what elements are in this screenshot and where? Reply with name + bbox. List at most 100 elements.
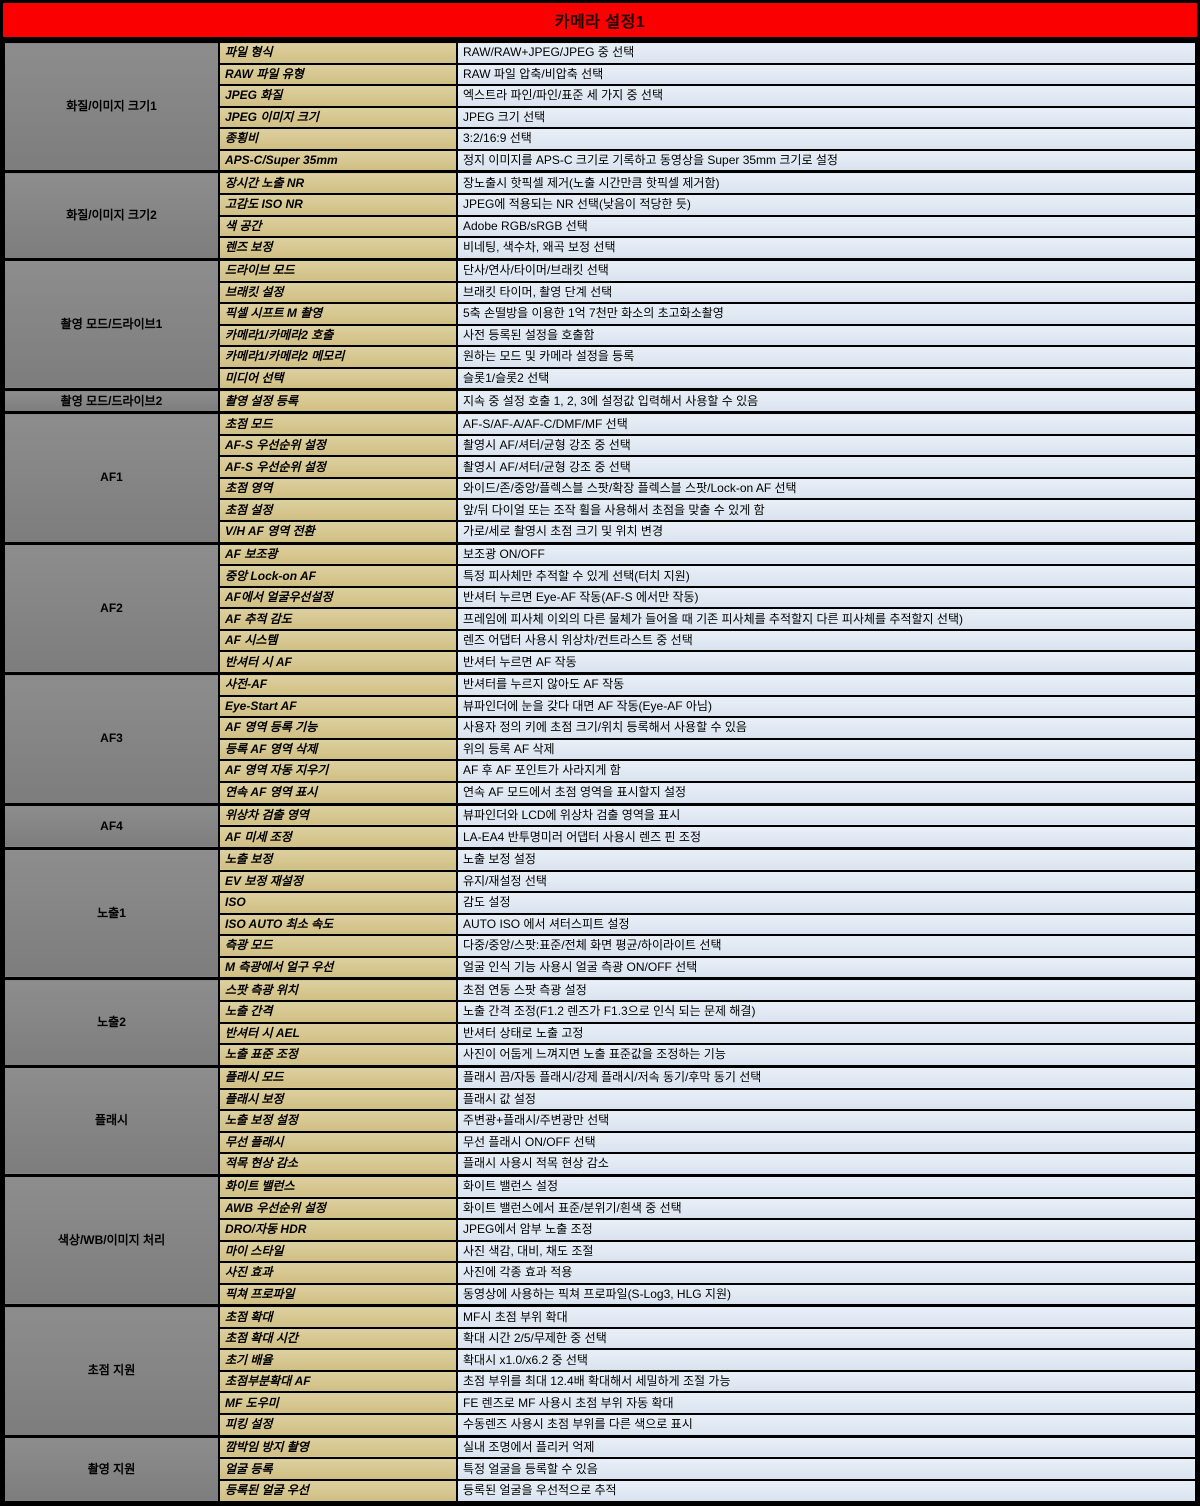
setting-name-cell: 노출 표준 조정 [218,1043,458,1068]
setting-description-cell: 플래시 끔/자동 플래시/강제 플래시/저속 동기/후막 동기 선택 [456,1064,1197,1090]
setting-description-cell: 감도 설정 [456,891,1197,915]
setting-description-cell: 반셔터 누르면 Eye-AF 작동(AF-S 에서만 작동) [456,585,1197,610]
table-row: 촬영 모드/드라이브2 촬영 설정 등록 지속 중 설정 호출 1, 2, 3에 설… [3,388,1197,414]
table-row: AF 시스템 렌즈 어댑터 사용시 위상차/컨트라스트 중 선택 [4,628,1197,653]
setting-description-cell: 와이드/존/중앙/플렉스블 스팟/확장 플렉스블 스팟/Lock-on AF 선… [456,476,1197,501]
setting-name-cell: DRO/자동 HDR [218,1218,458,1242]
setting-name-cell: 초점 확대 [218,1304,458,1329]
setting-description-cell: 촬영시 AF/셔터/균형 강조 중 선택 [456,455,1197,479]
setting-name-cell: JPEG 화질 [218,84,458,108]
setting-name-cell: AF 시스템 [218,628,458,653]
table-row: 얼굴 등록 특정 얼굴을 등록할 수 있음 [4,1457,1197,1481]
setting-name-cell: 픽쳐 프로파일 [218,1282,458,1307]
table-row: 미디어 선택 슬롯1/슬롯2 선택 [4,366,1197,391]
table-row: 색상/WB/이미지 처리 화이트 밸런스 화이트 밸런스 설정 [3,1173,1197,1307]
setting-description-cell: 특정 얼굴을 등록할 수 있음 [456,1457,1197,1481]
setting-description-cell: 사용자 정의 키에 초점 크기/위치 등록해서 사용할 수 있음 [456,716,1197,740]
setting-description-cell: 촬영시 AF/셔터/균형 강조 중 선택 [456,433,1197,458]
setting-name-cell: 플래시 보정 [218,1087,458,1112]
table-row: 노출2 스팟 측광 위치 초점 연동 스팟 측광 설정 [3,977,1197,1068]
setting-description-cell: 주변광+플래시/주변광만 선택 [456,1109,1197,1133]
table-row: AF4 위상차 검출 영역 뷰파인더와 LCD에 위상차 검출 영역을 표시 [3,802,1197,850]
setting-name-cell: 스팟 측광 위치 [218,977,458,1003]
table-row: 초점 영역 와이드/존/중앙/플렉스블 스팟/확장 플렉스블 스팟/Lock-on… [4,476,1197,501]
setting-name-cell: AF 영역 자동 지우기 [218,759,458,783]
category-cell: 플래시 [3,1064,220,1177]
table-row: 등록된 얼굴 우선 등록된 얼굴을 우선적으로 추적 [4,1478,1197,1503]
setting-name-cell: 노출 보정 설정 [218,1109,458,1133]
setting-name-cell: APS-C/Super 35mm [218,148,458,173]
setting-description-cell: 얼굴 인식 기능 사용시 얼굴 측광 ON/OFF 선택 [456,955,1197,980]
setting-name-cell: JPEG 이미지 크기 [218,105,458,130]
setting-name-cell: 장시간 노출 NR [218,170,458,196]
setting-description-cell: 등록된 얼굴을 우선적으로 추적 [456,1478,1197,1503]
setting-description-cell: 장노출시 핫픽셀 제거(노출 시간만큼 핫픽셀 제거함) [456,170,1197,196]
setting-description-cell: 프레임에 피사체 이외의 다른 물체가 들어올 때 기존 피사체를 추적할지 다… [456,607,1197,631]
table-row: EV 보정 재설정 유지/재설정 선택 [4,869,1197,894]
setting-description-cell: 다중/중앙/스팟:표준/전체 화면 평균/하이라이트 선택 [456,934,1197,958]
setting-name-cell: 사진 효과 [218,1261,458,1285]
setting-name-cell: 초점 확대 시간 [218,1326,458,1351]
setting-description-cell: 슬롯1/슬롯2 선택 [456,366,1197,391]
camera-settings-table: 화질/이미지 크기1 파일 형식 RAW/RAW+JPEG/JPEG 중 선택 RAW… [3,39,1197,1503]
category-cell: 화질/이미지 크기2 [3,170,220,261]
setting-name-cell: 등록된 얼굴 우선 [218,1478,458,1503]
setting-name-cell: 미디어 선택 [218,366,458,391]
setting-name-cell: 화이트 밸런스 [218,1173,458,1199]
setting-description-cell: 정지 이미지를 APS-C 크기로 기록하고 동영상을 Super 35mm 크… [456,148,1197,173]
setting-name-cell: ISO AUTO 최소 속도 [218,912,458,937]
setting-description-cell: 원하는 모드 및 카메라 설정을 등록 [456,345,1197,369]
setting-description-cell: FE 렌즈로 MF 사용시 초점 부위 자동 확대 [456,1391,1197,1415]
setting-name-cell: 카메라1/카메라2 메모리 [218,345,458,369]
setting-name-cell: 플래시 모드 [218,1064,458,1090]
setting-name-cell: AF 영역 등록 기능 [218,716,458,740]
category-cell: 촬영 모드/드라이브1 [3,257,220,391]
setting-name-cell: 위상차 검출 영역 [218,802,458,828]
setting-description-cell: 사전 등록된 설정을 호출함 [456,323,1197,348]
setting-description-cell: RAW/RAW+JPEG/JPEG 중 선택 [456,39,1197,65]
setting-name-cell: 브래킷 설정 [218,280,458,305]
setting-name-cell: ISO [218,891,458,915]
setting-name-cell: 색 공간 [218,214,458,239]
setting-description-cell: 뷰파인더와 LCD에 위상차 검출 영역을 표시 [456,802,1197,828]
table-row: 화질/이미지 크기2 장시간 노출 NR 장노출시 핫픽셀 제거(노출 시간만큼 핫… [3,170,1197,261]
setting-description-cell: 단사/연사/타이머/브래킷 선택 [456,257,1197,283]
setting-description-cell: 앞/뒤 다이얼 또는 조작 휠을 사용해서 초점을 맞출 수 있게 함 [456,498,1197,522]
setting-name-cell: 무선 플래시 [218,1130,458,1155]
table-row: AF3 사전-AF 반셔터를 누르지 않아도 AF 작동 [3,672,1197,806]
setting-name-cell: AF에서 얼굴우선설정 [218,585,458,610]
table-row: 플래시 플래시 모드 플래시 끔/자동 플래시/강제 플래시/저속 동기/후막 동기… [3,1064,1197,1177]
table-row: M 측광에서 얼구 우선 얼굴 인식 기능 사용시 얼굴 측광 ON/OFF 선택 [4,955,1197,980]
setting-description-cell: AF-S/AF-A/AF-C/DMF/MF 선택 [456,411,1197,436]
setting-name-cell: MF 도우미 [218,1391,458,1415]
setting-description-cell: JPEG에서 암부 노출 조정 [456,1218,1197,1242]
table-row: 노출 보정 설정 주변광+플래시/주변광만 선택 [4,1109,1197,1133]
table-row: 고감도 ISO NR JPEG에 적용되는 NR 선택(낮음이 적당한 듯) [4,193,1197,217]
setting-description-cell: 동영상에 사용하는 픽쳐 프로파일(S-Log3, HLG 지원) [456,1282,1197,1307]
table-row: 반셔터 시 AF 반셔터 누르면 AF 작동 [4,650,1197,675]
table-row: 촬영 모드/드라이브1 드라이브 모드 단사/연사/타이머/브래킷 선택 [3,257,1197,391]
setting-description-cell: 3:2/16:9 선택 [456,127,1197,151]
category-cell: 초점 지원 [3,1304,220,1438]
setting-description-cell: 확대 시간 2/5/무제한 중 선택 [456,1326,1197,1351]
setting-name-cell: 렌즈 보정 [218,236,458,261]
setting-description-cell: 무선 플래시 ON/OFF 선택 [456,1130,1197,1155]
setting-name-cell: 깜박임 방지 촬영 [218,1434,458,1460]
setting-description-cell: 초점 연동 스팟 측광 설정 [456,977,1197,1003]
setting-name-cell: EV 보정 재설정 [218,869,458,894]
setting-name-cell: 고감도 ISO NR [218,193,458,217]
setting-name-cell: 노출 간격 [218,1000,458,1024]
setting-description-cell: 화이트 밸런스 설정 [456,1173,1197,1199]
setting-name-cell: RAW 파일 유형 [218,62,458,87]
setting-name-cell: AF-S 우선순위 설정 [218,455,458,479]
setting-description-cell: 수동렌즈 사용시 초점 부위를 다른 색으로 표시 [456,1412,1197,1438]
setting-description-cell: 유지/재설정 선택 [456,869,1197,894]
setting-name-cell: 픽셀 시프트 M 촬영 [218,302,458,326]
category-cell: 촬영 지원 [3,1434,220,1503]
setting-description-cell: 5축 손떨방을 이용한 1억 7천만 화소의 초고화소촬영 [456,302,1197,326]
setting-description-cell: 실내 조명에서 플리커 억제 [456,1434,1197,1460]
setting-name-cell: AF 보조광 [218,541,458,567]
setting-description-cell: AUTO ISO 에서 셔터스피트 설정 [456,912,1197,937]
setting-name-cell: 노출 보정 [218,846,458,872]
table-row: APS-C/Super 35mm 정지 이미지를 APS-C 크기로 기록하고 동… [4,148,1197,173]
